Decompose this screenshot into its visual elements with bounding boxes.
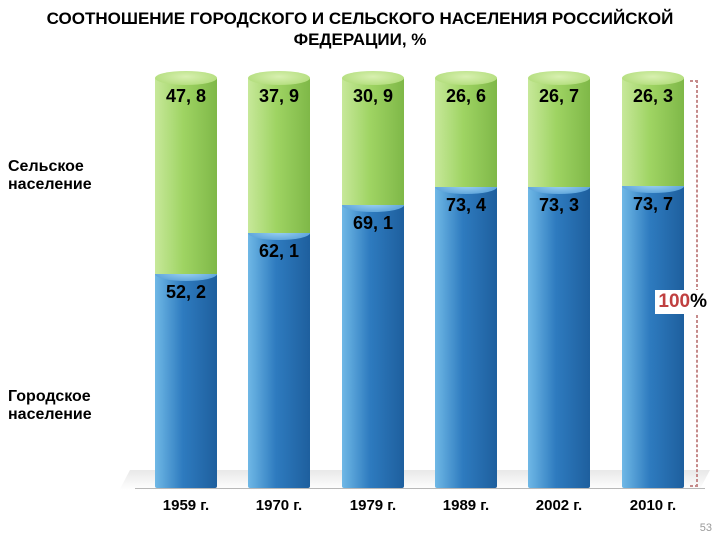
bar-value-urban: 62, 1 [248, 241, 310, 262]
x-axis-label: 1970 г. [234, 497, 324, 514]
chart-slide: СООТНОШЕНИЕ ГОРОДСКОГО И СЕЛЬСКОГО НАСЕЛ… [0, 0, 720, 540]
bar-value-urban: 52, 2 [155, 282, 217, 303]
bar-cap-rural [435, 71, 497, 85]
dash-line-v2 [696, 315, 698, 487]
bar-cap-rural [155, 71, 217, 85]
bar-cap-rural [342, 71, 404, 85]
bar: 73, 4 26, 6 [435, 78, 497, 488]
bar-value-urban: 73, 3 [528, 195, 590, 216]
bar-seg-rural: 47, 8 [155, 78, 217, 274]
bar-seg-rural: 26, 6 [435, 78, 497, 187]
bar-value-urban: 69, 1 [342, 213, 404, 234]
bar-value-rural: 26, 6 [435, 86, 497, 107]
x-axis-label: 1959 г. [141, 497, 231, 514]
bar-value-rural: 37, 9 [248, 86, 310, 107]
bar: 52, 2 47, 8 [155, 78, 217, 488]
bar-cap-rural [528, 71, 590, 85]
bar-seg-urban: 52, 2 [155, 274, 217, 488]
bar-seg-rural: 26, 7 [528, 78, 590, 187]
bar-cap-rural [622, 71, 684, 85]
bar-seg-urban: 73, 7 [622, 186, 684, 488]
bar-value-urban: 73, 4 [435, 195, 497, 216]
plot-area: 52, 2 47, 8 62, 1 37, 9 69, 1 30, 9 73, 4 26, 6… [135, 78, 705, 489]
slide-number: 53 [700, 522, 712, 534]
hundred-value: 100 [658, 291, 690, 312]
legend-urban-text: Городскоенаселение [8, 388, 92, 423]
bar-value-rural: 26, 3 [622, 86, 684, 107]
dash-line-h2 [690, 485, 698, 487]
bar-seg-urban: 69, 1 [342, 205, 404, 488]
hundred-label: 100% [655, 290, 710, 314]
bar-value-urban: 73, 7 [622, 194, 684, 215]
legend-urban: Городскоенаселение [8, 388, 128, 425]
x-axis-label: 1979 г. [328, 497, 418, 514]
bar-seg-rural: 37, 9 [248, 78, 310, 233]
bar: 73, 7 26, 3 [622, 78, 684, 488]
legend-rural: Сельскоенаселение [8, 158, 128, 195]
bar: 62, 1 37, 9 [248, 78, 310, 488]
bar-value-rural: 30, 9 [342, 86, 404, 107]
bar-seg-rural: 30, 9 [342, 78, 404, 205]
hundred-pct: % [690, 291, 707, 312]
bar-value-rural: 26, 7 [528, 86, 590, 107]
bar-seg-rural: 26, 3 [622, 78, 684, 186]
dash-line-h1 [690, 80, 698, 82]
bar: 69, 1 30, 9 [342, 78, 404, 488]
legend-rural-text: Сельскоенаселение [8, 158, 92, 193]
x-axis-label: 1989 г. [421, 497, 511, 514]
chart-title: СООТНОШЕНИЕ ГОРОДСКОГО И СЕЛЬСКОГО НАСЕЛ… [0, 8, 720, 51]
bar: 73, 3 26, 7 [528, 78, 590, 488]
x-axis-label: 2010 г. [608, 497, 698, 514]
dash-line-v1 [696, 80, 698, 292]
x-axis-label: 2002 г. [514, 497, 604, 514]
bar-seg-urban: 73, 3 [528, 187, 590, 488]
bar-value-rural: 47, 8 [155, 86, 217, 107]
bar-cap-rural [248, 71, 310, 85]
bar-seg-urban: 73, 4 [435, 187, 497, 488]
bar-seg-urban: 62, 1 [248, 233, 310, 488]
